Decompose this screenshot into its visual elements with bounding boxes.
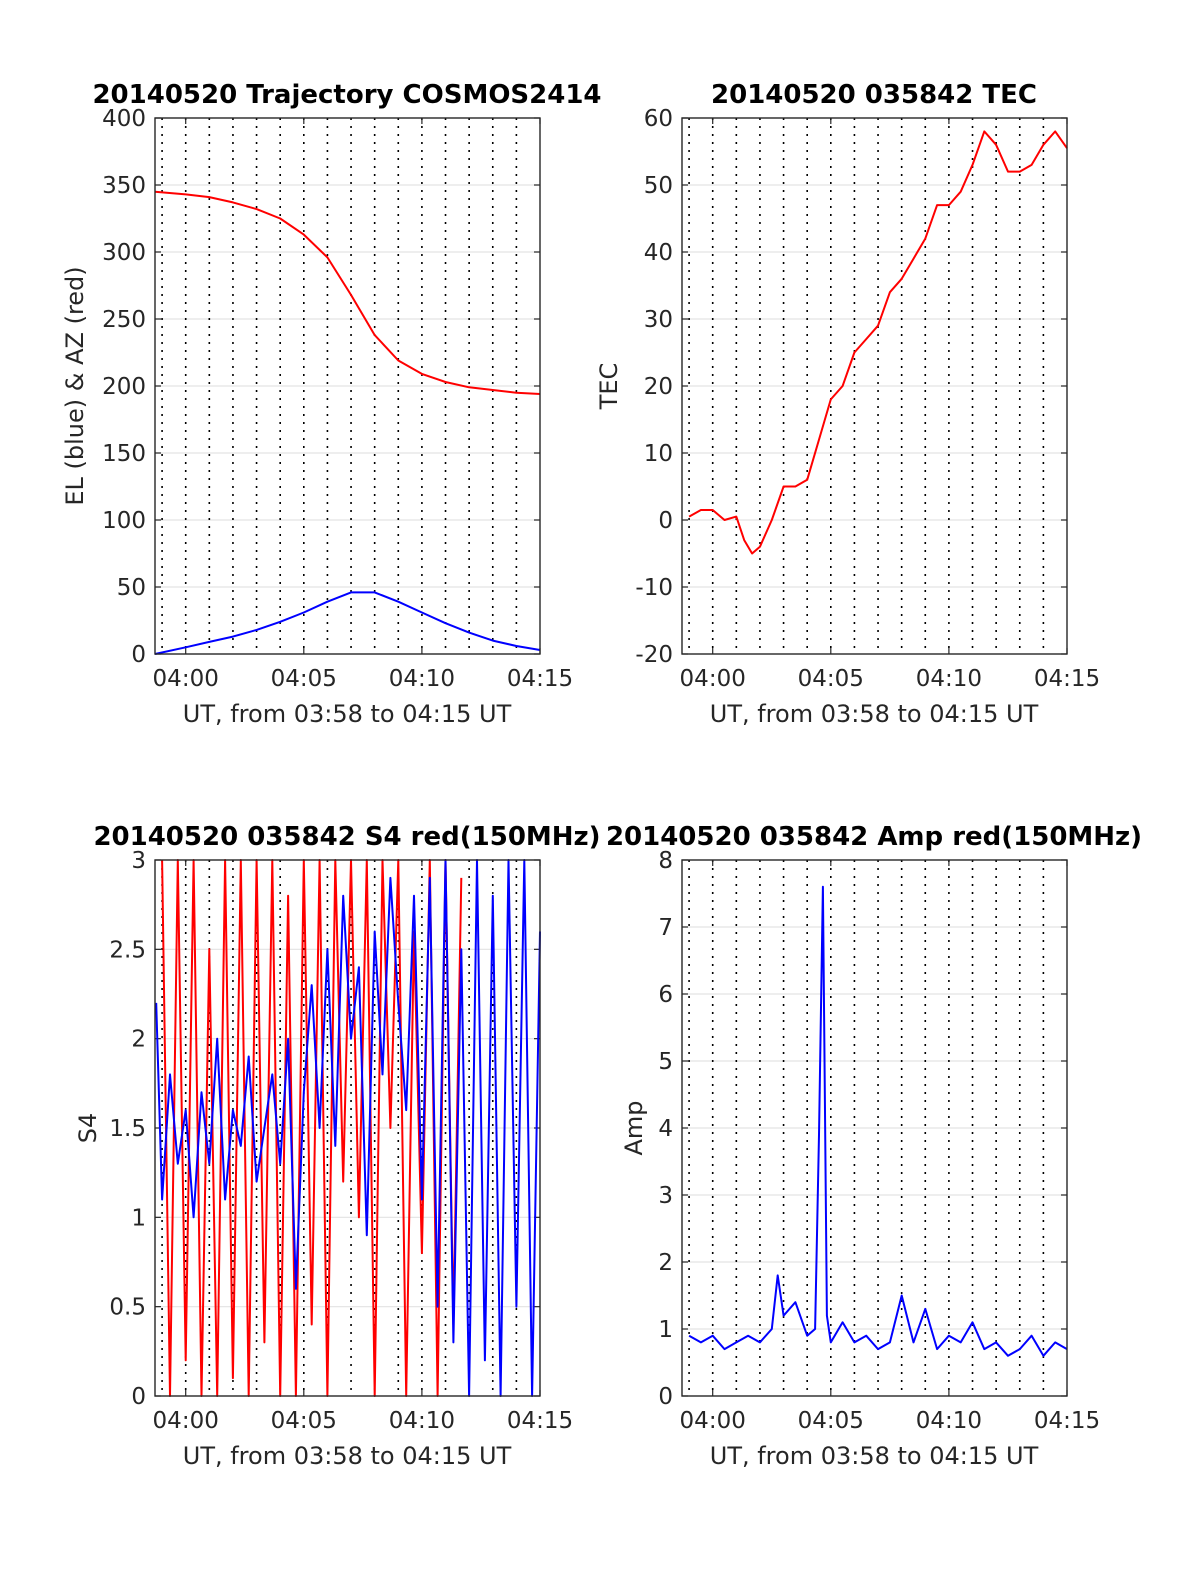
tec-title: 20140520 035842 TEC — [711, 80, 1037, 110]
trajectory-ytick-label: 150 — [102, 441, 146, 467]
trajectory-xlabel: UT, from 03:58 to 04:15 UT — [183, 700, 512, 728]
trajectory-ytick-label: 200 — [102, 374, 146, 400]
s4-ytick-label: 2.5 — [109, 937, 146, 963]
tec-ytick-label: 40 — [644, 240, 673, 266]
amp-ytick-label: 3 — [658, 1183, 673, 1209]
s4-series-1-line — [155, 859, 541, 1397]
tec-ytick-label: 50 — [644, 173, 673, 199]
trajectory-panel: 20140520 Trajectory COSMOS2414 UT, from … — [61, 80, 602, 728]
s4-series-0-line — [161, 859, 463, 1397]
trajectory-series-1-line — [154, 591, 541, 655]
tec-ylabel: TEC — [595, 363, 623, 411]
amp-ytick-label: 0 — [658, 1384, 673, 1410]
tec-ytick-label: 20 — [644, 374, 673, 400]
trajectory-ytick-label: 350 — [102, 173, 146, 199]
trajectory-title: 20140520 Trajectory COSMOS2414 — [92, 80, 601, 110]
tec-panel: 20140520 035842 TEC UT, from 03:58 to 04… — [595, 80, 1100, 728]
amp-ytick-label: 8 — [658, 848, 673, 874]
amp-axes-box — [681, 859, 1068, 1397]
tec-xtick-label: 04:00 — [680, 666, 746, 692]
trajectory-ytick-label: 300 — [102, 240, 146, 266]
s4-xtick-label: 04:15 — [507, 1408, 573, 1434]
tec-xlabel: UT, from 03:58 to 04:15 UT — [710, 700, 1039, 728]
tec-series-0-line — [688, 130, 1068, 555]
trajectory-ytick-label: 400 — [102, 106, 146, 132]
tec-ytick-label: -20 — [635, 642, 673, 668]
s4-ytick-label: 1 — [131, 1205, 146, 1231]
trajectory-ylabel: EL (blue) & AZ (red) — [61, 266, 89, 505]
trajectory-ytick-label: 100 — [102, 508, 146, 534]
s4-xtick-label: 04:05 — [271, 1408, 337, 1434]
amp-ytick-label: 2 — [658, 1250, 673, 1276]
trajectory-axes-box — [154, 117, 541, 655]
amp-xtick-label: 04:10 — [916, 1408, 982, 1434]
s4-ylabel: S4 — [74, 1113, 102, 1144]
trajectory-xtick-label: 04:00 — [153, 666, 219, 692]
amp-ytick-label: 1 — [658, 1317, 673, 1343]
amp-title: 20140520 035842 Amp red(150MHz) — [606, 822, 1142, 852]
trajectory-series-0-line — [154, 190, 541, 395]
amp-xtick-label: 04:00 — [680, 1408, 746, 1434]
tec-xtick-label: 04:05 — [798, 666, 864, 692]
s4-ytick-label: 2 — [131, 1027, 146, 1053]
tec-ytick-label: 10 — [644, 441, 673, 467]
trajectory-ytick-label: 50 — [117, 575, 146, 601]
trajectory-ytick-label: 0 — [131, 642, 146, 668]
s4-ytick-label: 3 — [131, 848, 146, 874]
s4-xlabel: UT, from 03:58 to 04:15 UT — [183, 1442, 512, 1470]
tec-ytick-label: 30 — [644, 307, 673, 333]
tec-axes-box — [681, 117, 1068, 655]
s4-ytick-label: 0 — [131, 1384, 146, 1410]
amp-ytick-label: 5 — [658, 1049, 673, 1075]
tec-xtick-label: 04:15 — [1034, 666, 1100, 692]
tec-xtick-label: 04:10 — [916, 666, 982, 692]
s4-xtick-label: 04:00 — [153, 1408, 219, 1434]
amp-xtick-label: 04:15 — [1034, 1408, 1100, 1434]
trajectory-xtick-label: 04:10 — [389, 666, 455, 692]
s4-panel: 20140520 035842 S4 red(150MHz) UT, from … — [74, 822, 601, 1470]
s4-title: 20140520 035842 S4 red(150MHz) — [93, 822, 600, 852]
amp-xlabel: UT, from 03:58 to 04:15 UT — [710, 1442, 1039, 1470]
amp-ylabel: Amp — [620, 1100, 648, 1155]
tec-ytick-label: 0 — [658, 508, 673, 534]
amp-ytick-label: 7 — [658, 915, 673, 941]
trajectory-xtick-label: 04:15 — [507, 666, 573, 692]
s4-ytick-label: 0.5 — [109, 1295, 146, 1321]
s4-axes-box — [154, 859, 541, 1397]
amp-ytick-label: 6 — [658, 982, 673, 1008]
trajectory-ytick-label: 250 — [102, 307, 146, 333]
amp-xtick-label: 04:05 — [798, 1408, 864, 1434]
amp-panel: 20140520 035842 Amp red(150MHz) UT, from… — [606, 822, 1142, 1470]
amp-ytick-label: 4 — [658, 1116, 673, 1142]
tec-ytick-label: 60 — [644, 106, 673, 132]
amp-series-0-line — [688, 885, 1068, 1357]
s4-xtick-label: 04:10 — [389, 1408, 455, 1434]
s4-ytick-label: 1.5 — [109, 1116, 146, 1142]
trajectory-xtick-label: 04:05 — [271, 666, 337, 692]
tec-ytick-label: -10 — [635, 575, 673, 601]
